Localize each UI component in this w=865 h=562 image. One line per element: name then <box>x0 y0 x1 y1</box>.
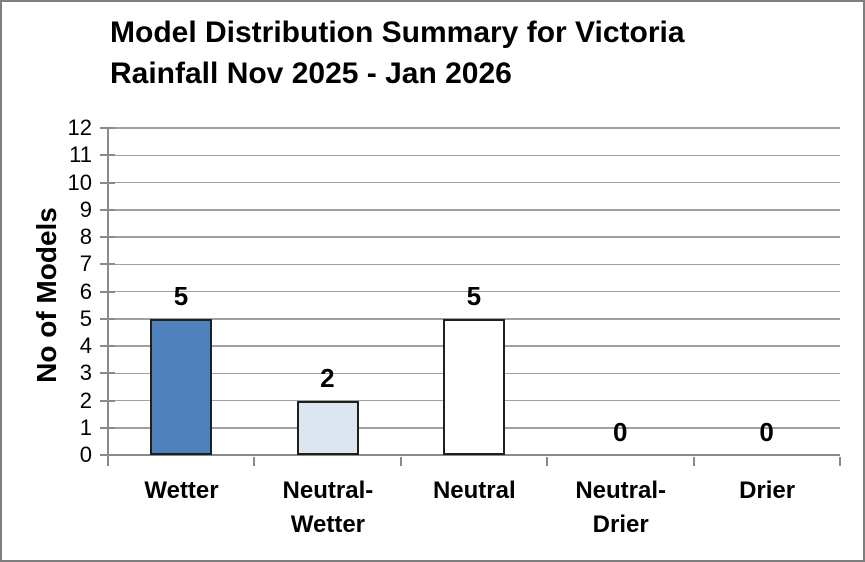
y-tick-label: 1 <box>79 414 92 440</box>
y-tick-label: 7 <box>79 251 92 277</box>
y-tick-label: 9 <box>79 196 92 222</box>
gridline <box>108 236 840 238</box>
chart-title: Model Distribution Summary for Victoria … <box>110 12 685 94</box>
x-category-label-line: Drier <box>739 477 796 504</box>
bar-value-label: 5 <box>466 280 482 311</box>
y-tick-label: 5 <box>79 305 92 331</box>
x-axis-tick <box>546 456 549 466</box>
chart-title-line-1: Model Distribution Summary for Victoria <box>110 16 685 49</box>
y-tick-label: 6 <box>79 278 92 304</box>
x-category-label-line: Wetter <box>290 511 366 538</box>
y-tick-label: 0 <box>79 442 92 467</box>
chart-title-line-2: Rainfall Nov 2025 - Jan 2026 <box>110 57 512 90</box>
y-axis-tick <box>100 372 115 375</box>
gridline <box>108 290 840 293</box>
y-axis-tick <box>100 454 115 456</box>
y-axis-tick <box>100 127 115 129</box>
x-category-label: Neutral- Wetter <box>254 474 401 542</box>
y-axis-tick <box>100 236 115 238</box>
gridline <box>108 209 840 211</box>
y-axis-tick <box>100 154 115 157</box>
y-tick-label: 2 <box>79 387 92 413</box>
y-axis-tick <box>100 290 115 293</box>
bar-wetter <box>150 318 213 455</box>
gridline <box>108 181 840 184</box>
plot-area: 5 2 5 0 0 <box>100 127 841 466</box>
x-axis-tick <box>253 456 256 466</box>
x-category-label: Drier <box>694 474 841 508</box>
x-category-label: Neutral <box>401 474 548 508</box>
x-category-label-line: Neutral- <box>282 477 374 504</box>
x-category-label-line: Drier <box>592 511 649 538</box>
y-tick-label: 4 <box>79 333 92 358</box>
x-category-label-line: Neutral- <box>575 477 667 504</box>
y-tick-label: 10 <box>67 169 92 195</box>
gridline <box>108 154 840 156</box>
y-axis-tick <box>100 345 115 347</box>
bar-neutral-wetter <box>296 400 359 455</box>
x-category-label: Wetter <box>108 474 255 508</box>
y-tick-label: 12 <box>67 115 92 140</box>
y-tick-label: 11 <box>69 142 92 168</box>
gridline <box>108 127 840 129</box>
y-axis-tick <box>100 181 115 184</box>
gridline <box>108 263 840 265</box>
x-axis-tick <box>399 456 402 466</box>
bar-value-label: 5 <box>173 280 189 311</box>
x-category-label: Neutral- Drier <box>547 474 694 542</box>
y-axis-tick <box>100 317 115 320</box>
y-tick-label: 8 <box>79 224 92 249</box>
bar-value-label: 0 <box>759 417 774 447</box>
y-axis-tick <box>100 263 115 266</box>
bar-neutral <box>443 318 505 455</box>
y-tick-label: 3 <box>79 360 92 386</box>
x-category-label-line: Wetter <box>144 477 219 504</box>
x-axis-tick <box>839 456 841 466</box>
bar-value-label: 0 <box>612 417 628 447</box>
bar-value-label: 2 <box>320 362 335 393</box>
x-axis-tick <box>692 456 695 466</box>
y-axis-tick <box>100 426 115 429</box>
y-axis-tick <box>100 399 115 402</box>
x-category-label-line: Neutral <box>432 477 516 504</box>
x-axis-tick <box>107 456 109 466</box>
y-axis-tick <box>100 208 115 211</box>
